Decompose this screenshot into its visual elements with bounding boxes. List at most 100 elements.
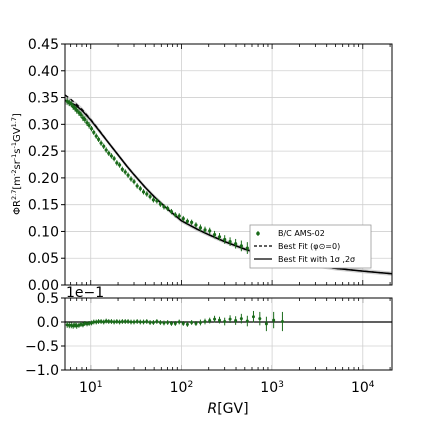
x-tick-label: 104 bbox=[351, 380, 375, 396]
residual-point bbox=[208, 317, 212, 324]
residual-point bbox=[151, 320, 155, 325]
residual-point bbox=[135, 319, 139, 324]
data-point bbox=[194, 222, 198, 228]
residual-point bbox=[87, 321, 91, 326]
data-point bbox=[73, 105, 77, 112]
residual-point bbox=[213, 315, 217, 323]
residual-y-tick-label: −0.5 bbox=[25, 339, 59, 355]
data-point bbox=[77, 109, 81, 116]
x-tick-label: 103 bbox=[260, 380, 284, 396]
residual-point bbox=[129, 319, 133, 325]
residual-point bbox=[169, 321, 173, 326]
residual-point bbox=[198, 319, 202, 326]
main-y-tick-label: 0.45 bbox=[28, 37, 59, 53]
data-point bbox=[89, 125, 94, 132]
data-point bbox=[198, 224, 203, 231]
data-point bbox=[151, 197, 156, 203]
x-tick-label: 102 bbox=[170, 380, 194, 396]
data-point bbox=[92, 129, 96, 136]
data-point bbox=[117, 162, 122, 168]
data-point bbox=[79, 111, 83, 118]
data-point bbox=[138, 185, 142, 192]
data-point bbox=[223, 235, 227, 244]
residual-point bbox=[228, 315, 232, 323]
residual-point bbox=[280, 311, 284, 332]
main-y-tick-label: 0.25 bbox=[28, 144, 59, 160]
residual-point bbox=[94, 319, 98, 325]
data-point bbox=[102, 143, 106, 149]
residual-point bbox=[132, 319, 136, 325]
main-y-axis-label: ΦR2.7[m-2sr-1s-1GV1.7] bbox=[10, 113, 23, 215]
data-point bbox=[190, 219, 194, 226]
residual-axes-frame bbox=[64, 297, 393, 371]
residual-point bbox=[185, 322, 189, 327]
residual-point bbox=[102, 319, 106, 325]
data-point bbox=[208, 227, 212, 235]
data-point bbox=[185, 218, 190, 224]
residual-point bbox=[177, 319, 181, 325]
data-point bbox=[162, 204, 166, 210]
residual-data-points bbox=[65, 310, 284, 332]
data-point bbox=[85, 119, 89, 126]
data-point bbox=[228, 237, 232, 246]
legend-label-ams: B/C AMS-02 bbox=[278, 229, 325, 238]
main-y-tick-label: 0.00 bbox=[28, 278, 59, 294]
residual-point bbox=[145, 319, 149, 324]
main-y-tick-label: 0.30 bbox=[28, 117, 59, 133]
residual-point bbox=[118, 319, 122, 325]
data-point bbox=[245, 242, 249, 254]
data-point bbox=[120, 166, 124, 172]
data-point bbox=[104, 147, 108, 153]
data-point bbox=[126, 172, 130, 178]
data-point bbox=[69, 100, 73, 108]
residual-point bbox=[126, 319, 130, 324]
data-point bbox=[169, 208, 174, 215]
data-point bbox=[203, 226, 207, 234]
main-y-tick-label: 0.10 bbox=[28, 224, 59, 240]
residual-point bbox=[158, 320, 162, 325]
data-point bbox=[239, 240, 243, 252]
main-panel: 0.00 0.05 0.10 0.15 0.20 0.25 0.30 0.35 0.40 0.45… bbox=[10, 37, 393, 370]
residual-point bbox=[99, 319, 103, 324]
data-point bbox=[135, 183, 139, 189]
residual-point bbox=[138, 319, 142, 325]
data-point bbox=[94, 133, 98, 139]
legend-label-bestfit-sigma: Best Fit with 1σ ,2σ bbox=[278, 255, 355, 264]
residual-point bbox=[245, 315, 249, 327]
data-point bbox=[99, 140, 103, 146]
data-point bbox=[158, 201, 162, 207]
data-point bbox=[155, 198, 159, 204]
residual-point bbox=[109, 319, 113, 324]
main-y-tick-label: 0.35 bbox=[28, 91, 59, 107]
data-point bbox=[129, 176, 133, 182]
residual-point bbox=[115, 319, 119, 324]
residual-point bbox=[190, 320, 194, 325]
residual-point bbox=[234, 316, 238, 325]
residual-point bbox=[272, 311, 276, 329]
data-point bbox=[75, 107, 79, 114]
data-point bbox=[109, 153, 114, 159]
residual-point bbox=[120, 319, 124, 324]
data-point bbox=[107, 150, 111, 156]
residual-point bbox=[203, 318, 207, 325]
residual-point bbox=[107, 319, 111, 324]
legend-label-bestfit: Best Fit (φ⊙=0) bbox=[278, 242, 340, 251]
residual-point bbox=[239, 313, 243, 324]
residual-point bbox=[90, 320, 94, 326]
data-point bbox=[96, 136, 101, 143]
residual-y-ticks: 0.5 0.0 −0.5 −1.0 bbox=[25, 291, 65, 379]
residual-gridlines bbox=[65, 297, 392, 371]
residual-point bbox=[104, 318, 108, 324]
residual-point bbox=[148, 320, 152, 325]
data-point bbox=[115, 160, 119, 166]
x-axis-label: R[GV] bbox=[207, 401, 248, 417]
residual-point bbox=[162, 320, 166, 326]
main-y-tick-label: 0.40 bbox=[28, 64, 59, 80]
residual-point bbox=[218, 316, 222, 324]
x-tick-label: 101 bbox=[79, 380, 103, 396]
residual-panel: 0.5 0.0 −0.5 −1.0 101 102 103 104 1e−1 R[GV] bbox=[25, 285, 393, 417]
data-point bbox=[87, 122, 91, 129]
legend: B/C AMS-02 Best Fit (φ⊙=0) Best Fit with… bbox=[249, 224, 372, 269]
residual-y-tick-label: 0.0 bbox=[37, 315, 59, 331]
data-point bbox=[112, 155, 116, 162]
